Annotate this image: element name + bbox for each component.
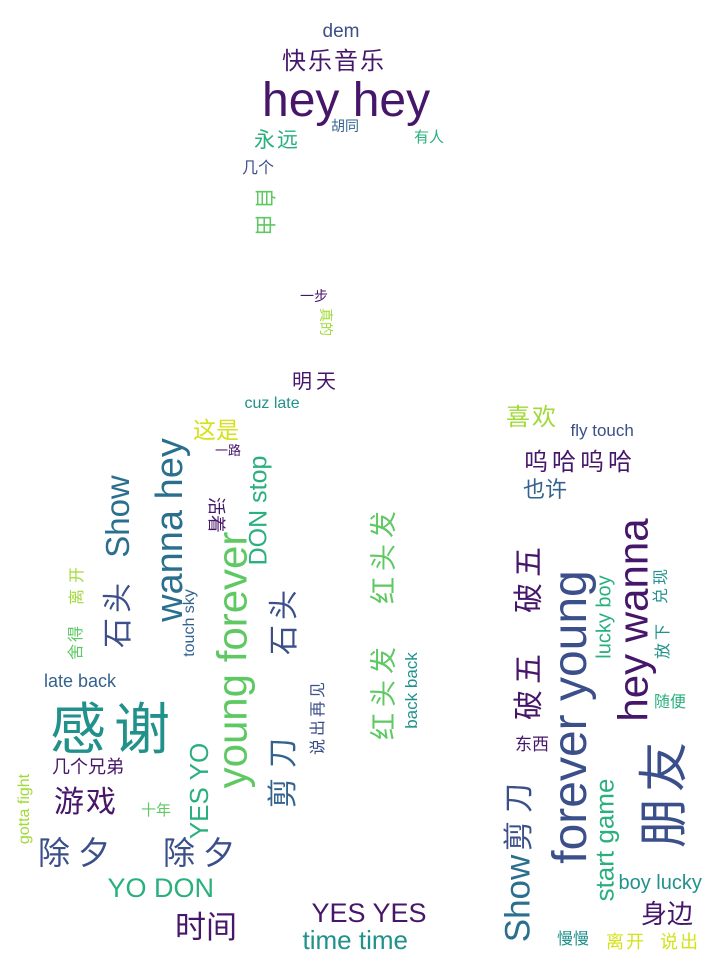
cloud-word: start game	[588, 778, 619, 902]
cloud-word: 时间	[175, 909, 237, 946]
cloud-word: 永远	[254, 127, 300, 152]
cloud-word: 一步	[300, 289, 328, 305]
cloud-word: 几个兄弟	[52, 757, 124, 778]
cloud-word: 石头	[101, 578, 136, 648]
cloud-word: back back	[401, 651, 421, 729]
cloud-word: 放下	[653, 620, 673, 660]
cloud-word: 破五	[512, 541, 547, 613]
cloud-word: 也许	[523, 478, 568, 503]
cloud-word: hey hey	[262, 74, 431, 127]
cloud-word: 随便	[654, 692, 687, 711]
cloud-word: 几个	[242, 158, 275, 177]
cloud-word: 红头发	[368, 504, 400, 604]
cloud-word: boy lucky	[618, 872, 702, 894]
cloud-word: 说出	[660, 932, 700, 953]
cloud-word: 感谢	[50, 698, 178, 763]
cloud-word: touch sky	[180, 589, 198, 657]
cloud-word: 石头	[267, 585, 302, 655]
cloud-word: 舍得	[66, 623, 86, 661]
cloud-word: 剪刀	[266, 728, 301, 808]
cloud-word: young forever	[207, 531, 255, 789]
cloud-word: cuz late	[244, 395, 300, 412]
cloud-word: 真的	[317, 308, 333, 336]
cloud-word: forever young	[543, 570, 597, 864]
cloud-word: 一路	[215, 443, 242, 459]
cloud-word: dem	[322, 20, 360, 42]
cloud-word: YES YES	[311, 897, 427, 928]
cloud-word: 呜哈呜哈	[524, 448, 636, 476]
cloud-word: 十年	[141, 800, 172, 819]
cloud-word: 破五	[512, 648, 547, 720]
cloud-word: time time	[302, 925, 408, 955]
cloud-word: 有人	[414, 127, 445, 146]
cloud-word: 这是	[193, 417, 239, 444]
cloud-word: 明天	[292, 369, 340, 393]
cloud-word: YES YO	[184, 742, 215, 840]
cloud-word: 离开	[67, 560, 87, 606]
cloud-word: lucky boy	[593, 575, 616, 659]
cloud-word: Show	[498, 854, 538, 942]
cloud-word: 朋友	[635, 736, 693, 848]
cloud-word: 游戏	[54, 785, 118, 820]
cloud-word: late back	[44, 671, 117, 691]
cloud-word: 剪刀	[502, 775, 537, 851]
cloud-word: fly touch	[570, 420, 634, 440]
cloud-word: 喜欢	[506, 403, 558, 431]
cloud-word: 活着	[205, 497, 226, 533]
cloud-word: 慢慢	[557, 929, 590, 948]
cloud-word: 自由	[252, 187, 277, 241]
cloud-word: 身边	[641, 900, 694, 930]
cloud-word: 红头发	[368, 640, 400, 740]
cloud-word: 除夕	[38, 834, 119, 872]
cloud-word: 除夕	[163, 834, 244, 872]
cloud-word: 胡同	[331, 119, 359, 135]
cloud-word: gotta fight	[16, 773, 34, 845]
cloud-word: YO DON	[107, 872, 215, 903]
cloud-word: 东西	[515, 734, 549, 755]
cloud-word: 说出再见	[308, 678, 328, 756]
cloud-word: 快乐音乐	[282, 47, 386, 75]
cloud-word: 离开	[606, 932, 646, 953]
cloud-word: hey wanna	[609, 518, 657, 722]
cloud-word: 兑现	[651, 565, 671, 605]
cloud-word: Show	[98, 474, 136, 558]
